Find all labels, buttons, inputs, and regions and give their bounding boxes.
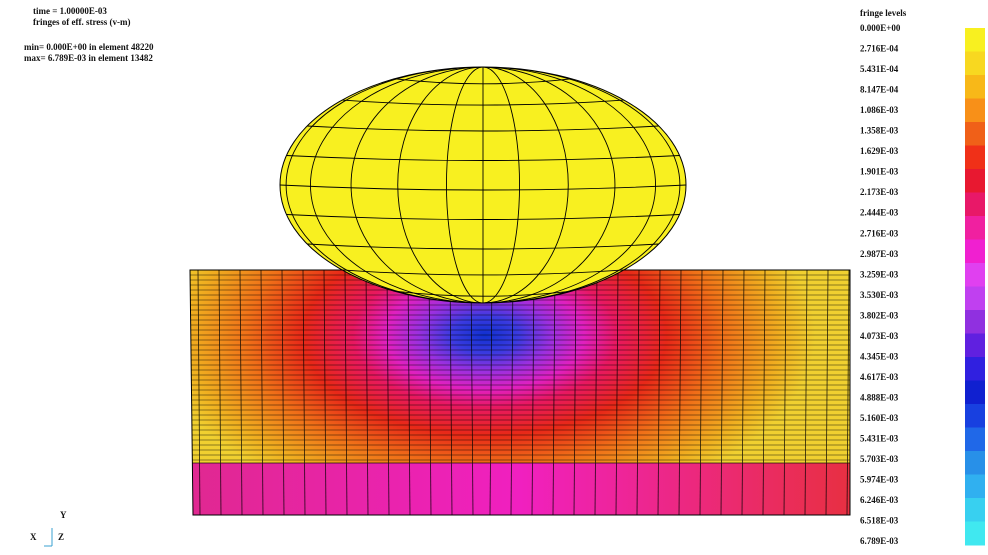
color-swatch (965, 498, 985, 522)
color-swatch (965, 193, 985, 217)
color-swatch (965, 122, 985, 146)
color-swatch (965, 99, 985, 123)
color-swatch (965, 28, 985, 52)
level-label: 6.789E-03 (860, 536, 899, 546)
color-bar (965, 28, 985, 546)
level-label: 2.716E-03 (860, 228, 899, 238)
level-label: 5.703E-03 (860, 454, 899, 464)
level-label: 2.444E-03 (860, 208, 899, 218)
level-label: 4.617E-03 (860, 372, 899, 382)
level-label: 1.901E-03 (860, 167, 899, 177)
level-label: 6.518E-03 (860, 516, 899, 526)
color-swatch (965, 404, 985, 428)
axis-triad: Y X Z (30, 510, 67, 546)
color-swatch (965, 169, 985, 193)
level-label: 2.173E-03 (860, 187, 899, 197)
color-swatch (965, 428, 985, 452)
color-swatch (965, 146, 985, 170)
fea-view: time = 1.00000E-03 fringes of eff. stres… (0, 0, 988, 555)
color-swatch (965, 52, 985, 76)
color-swatch (965, 357, 985, 381)
color-swatch (965, 475, 985, 499)
color-swatch (965, 240, 985, 264)
level-label: 0.000E+00 (860, 23, 901, 33)
level-label: 2.987E-03 (860, 249, 899, 259)
level-label: 1.358E-03 (860, 126, 899, 136)
level-label: 6.246E-03 (860, 495, 899, 505)
color-swatch (965, 451, 985, 475)
legend-title: fringe levels (860, 8, 907, 18)
level-label: 1.086E-03 (860, 105, 899, 115)
level-label: 4.345E-03 (860, 351, 899, 361)
level-label: 2.716E-04 (860, 44, 899, 54)
level-label: 5.431E-04 (860, 64, 899, 74)
color-swatch (965, 216, 985, 240)
level-label: 5.160E-03 (860, 413, 899, 423)
level-label: 3.259E-03 (860, 269, 899, 279)
level-label: 4.073E-03 (860, 331, 899, 341)
level-label: 3.530E-03 (860, 290, 899, 300)
fringe-label: fringes of eff. stress (v-m) (33, 17, 131, 27)
level-label: 5.431E-03 (860, 433, 899, 443)
color-swatch (965, 75, 985, 99)
triad-y: Y (60, 510, 67, 520)
min-label: min= 0.000E+00 in element 48220 (24, 42, 154, 52)
triad-z: Z (58, 532, 64, 542)
level-label: 4.888E-03 (860, 392, 899, 402)
color-swatch (965, 522, 985, 546)
color-swatch (965, 381, 985, 405)
color-swatch (965, 334, 985, 358)
color-swatch (965, 310, 985, 334)
block (185, 265, 855, 520)
level-label: 3.802E-03 (860, 310, 899, 320)
color-swatch (965, 287, 985, 311)
level-label: 1.629E-03 (860, 146, 899, 156)
level-label: 8.147E-04 (860, 85, 899, 95)
max-label: max= 6.789E-03 in element 13482 (24, 53, 153, 63)
triad-x: X (30, 532, 37, 542)
level-label: 5.974E-03 (860, 475, 899, 485)
time-label: time = 1.00000E-03 (33, 6, 107, 16)
color-swatch (965, 263, 985, 287)
